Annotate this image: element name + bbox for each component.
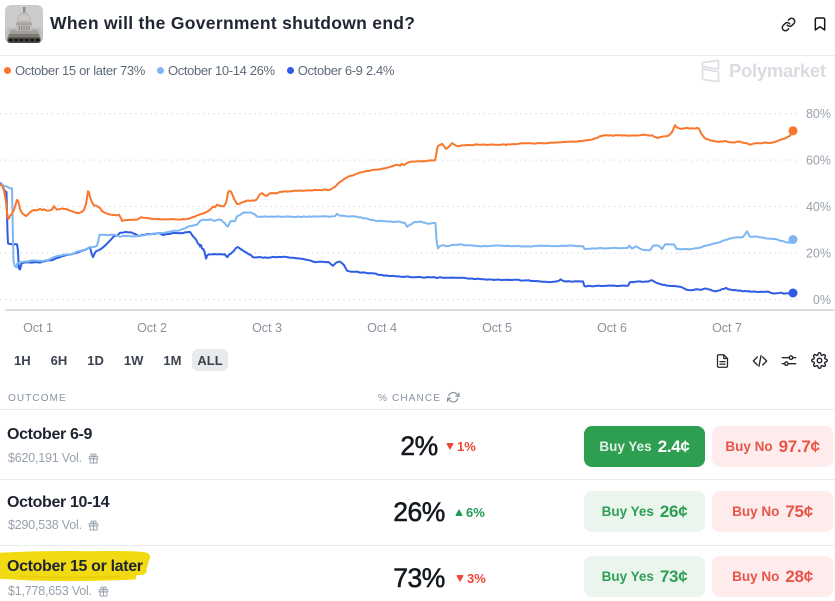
svg-text:80%: 80% — [806, 107, 831, 121]
svg-text:40%: 40% — [806, 200, 831, 214]
svg-text:60%: 60% — [806, 154, 831, 168]
svg-text:20%: 20% — [806, 247, 831, 261]
svg-text:0%: 0% — [813, 293, 831, 307]
